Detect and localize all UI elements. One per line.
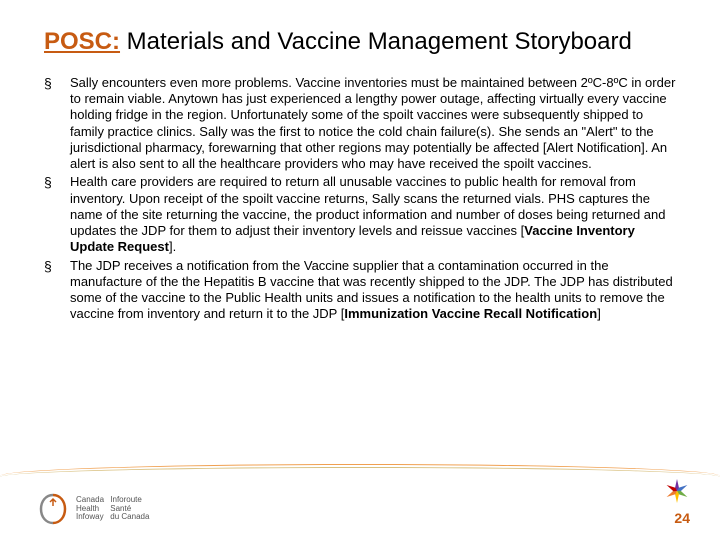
logo-fr-1: Inforoute (110, 495, 142, 504)
star-icon (662, 476, 692, 506)
bullet-item: The JDP receives a notification from the… (44, 258, 676, 323)
logo-en-3: Infoway (76, 512, 104, 521)
infoway-logo: Canada Health Infoway Inforoute Santé du… (36, 492, 153, 526)
logo-en-1: Canada (76, 495, 104, 504)
bullet-text-post: ]. (169, 239, 176, 254)
logo-mark-icon (36, 492, 70, 526)
bullet-bold-term: Immunization Vaccine Recall Notification (344, 306, 597, 321)
logo-en-2: Health (76, 504, 99, 513)
page-number: 24 (674, 510, 690, 526)
footer-divider (0, 464, 720, 476)
slide-title: POSC: Materials and Vaccine Management S… (44, 28, 676, 57)
logo-text: Canada Health Infoway Inforoute Santé du… (76, 496, 153, 522)
logo-fr-2: Santé (110, 504, 131, 513)
bullet-item: Sally encounters even more problems. Vac… (44, 75, 676, 173)
slide-content: POSC: Materials and Vaccine Management S… (0, 0, 720, 323)
logo-fr-3: du Canada (110, 512, 149, 521)
bullet-list: Sally encounters even more problems. Vac… (44, 75, 676, 323)
bullet-item: Health care providers are required to re… (44, 174, 676, 255)
bullet-text: Sally encounters even more problems. Vac… (70, 75, 675, 171)
title-accent: POSC: (44, 28, 120, 55)
title-rest: Materials and Vaccine Management Storybo… (120, 28, 632, 55)
bullet-text-post: ] (597, 306, 601, 321)
